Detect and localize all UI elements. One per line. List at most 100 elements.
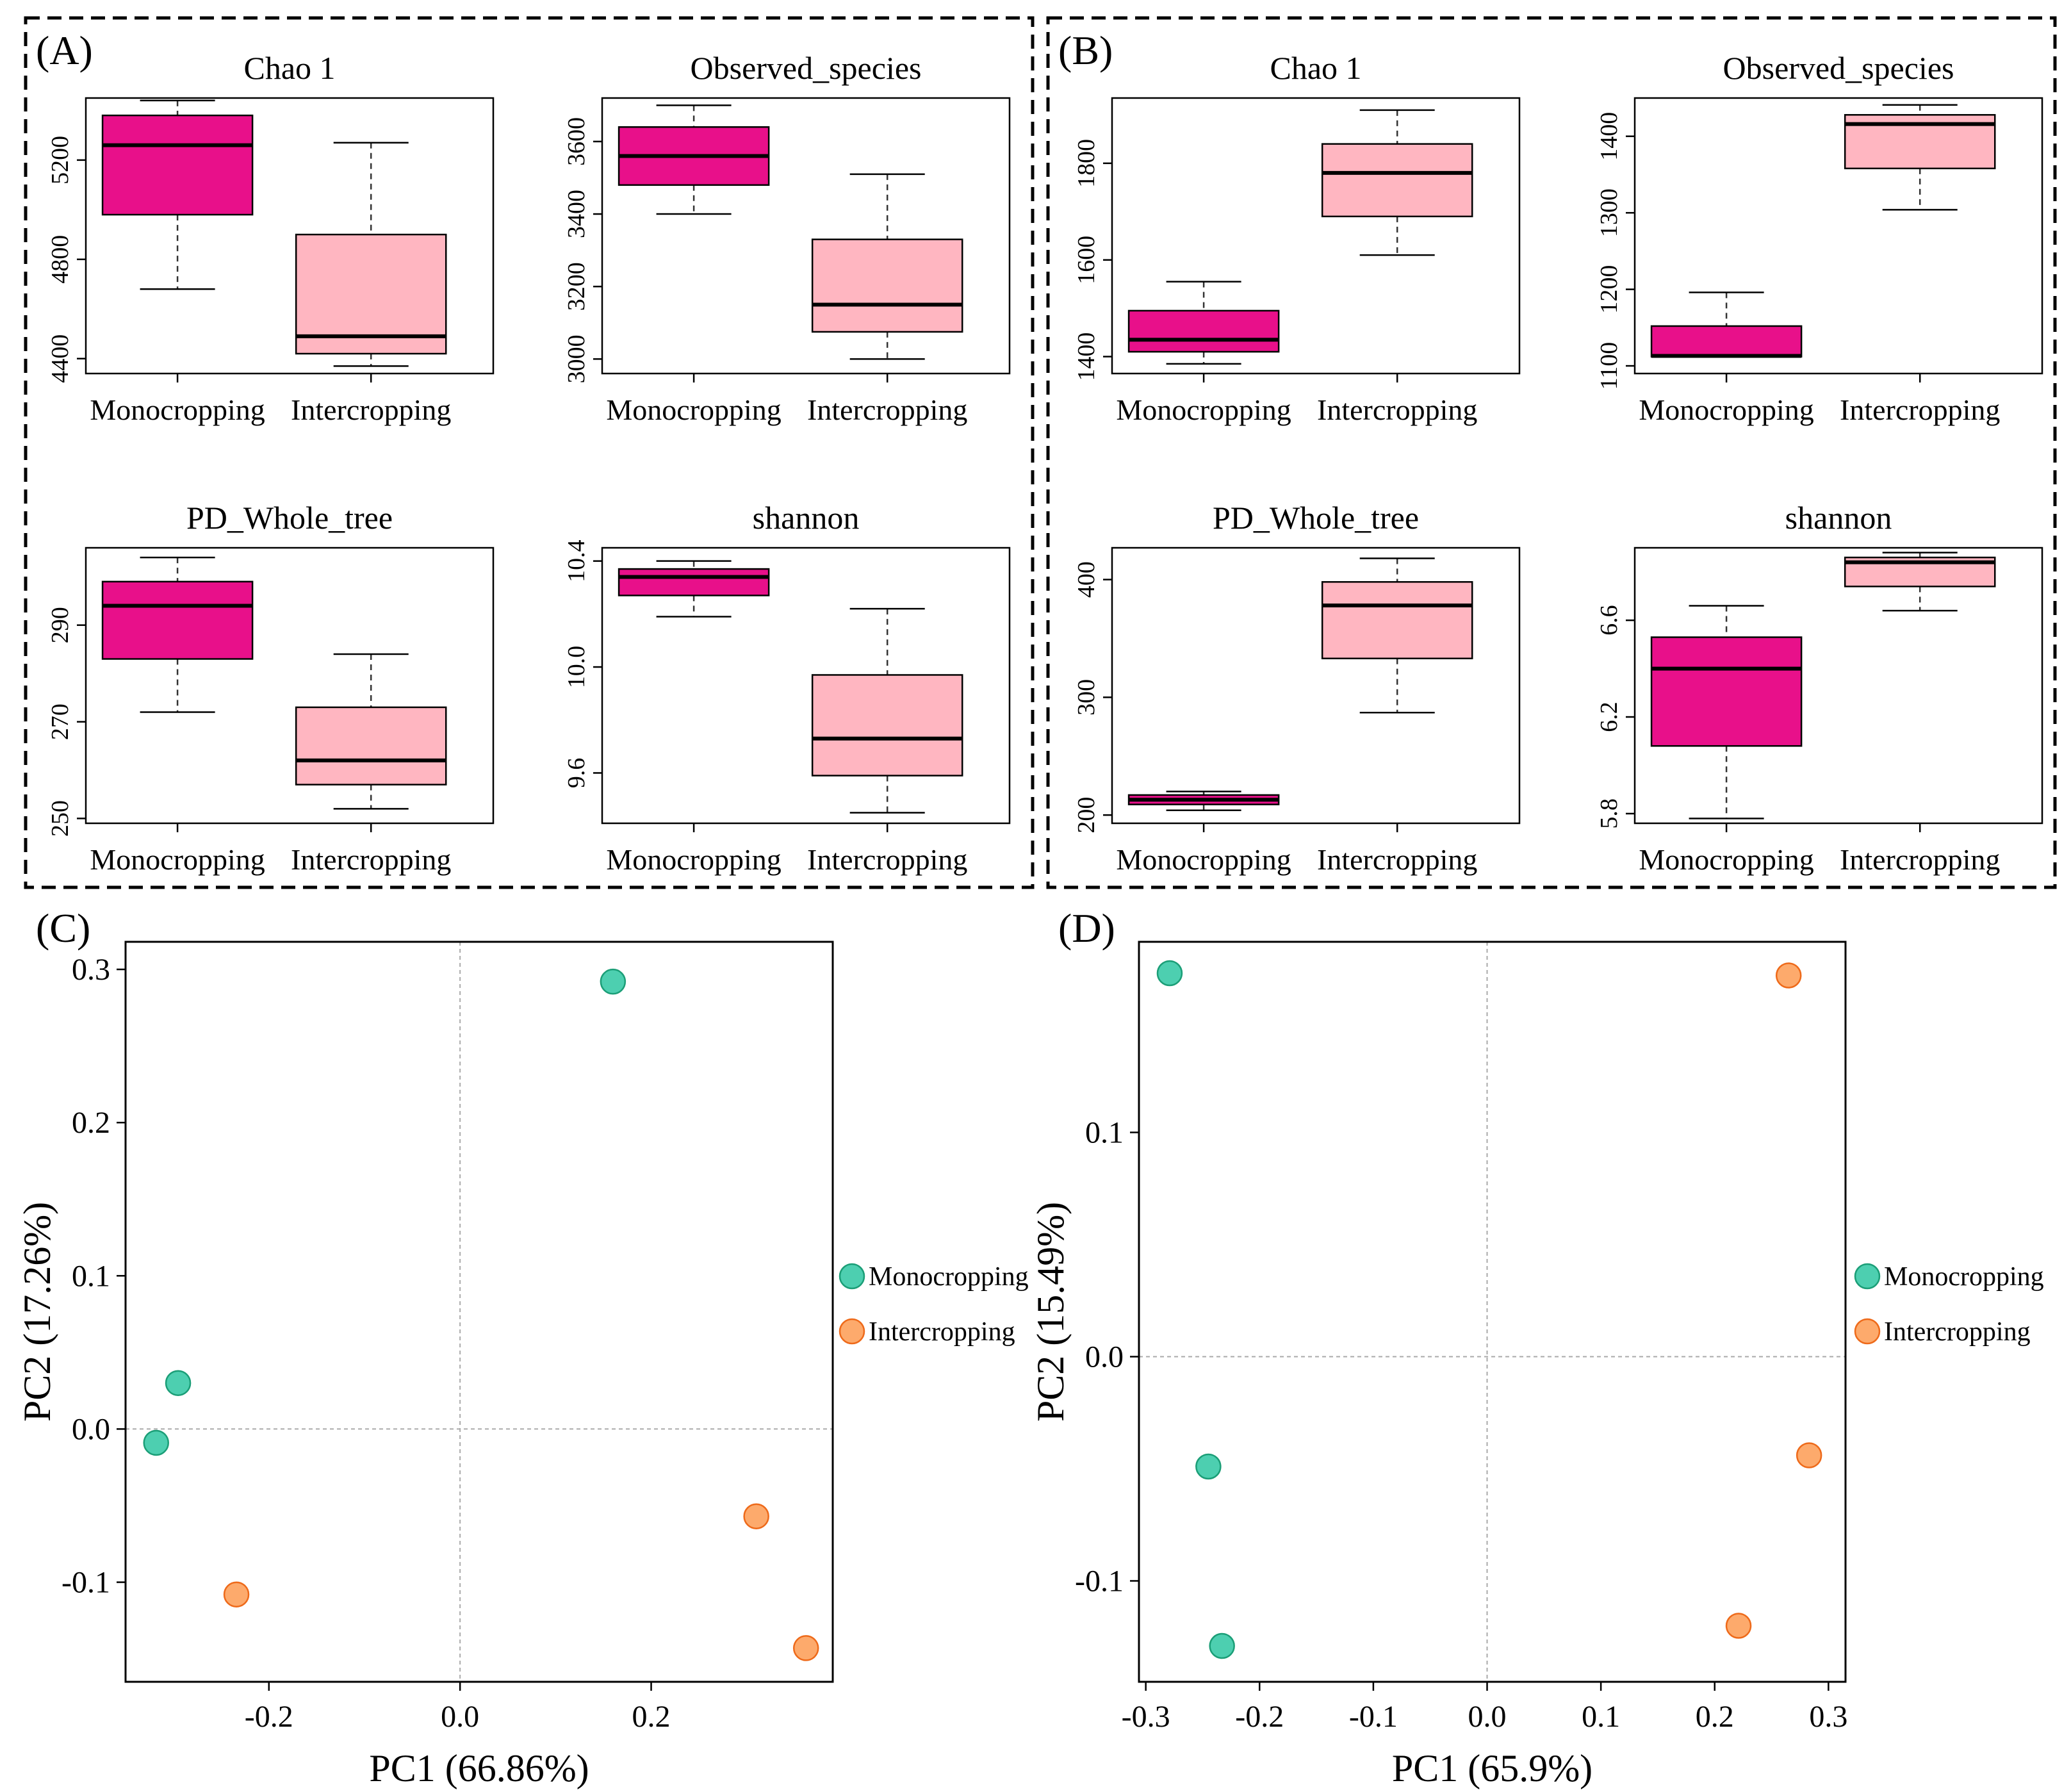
y-tick-label: 1400 (1073, 333, 1100, 381)
box-monocropping (101, 99, 254, 290)
iqr-box (1321, 581, 1473, 659)
legend-marker-monocropping (1854, 1263, 1881, 1290)
boxplot-a-3: PD_Whole_tree Monocropping Intercropping 25… (47, 500, 495, 876)
x-tick-label: -0.2 (245, 1700, 293, 1734)
y-tick-label: 4800 (47, 235, 74, 284)
y-tick-label: 5.8 (1596, 798, 1623, 829)
boxplot-a-2: Observed_species Monocropping Intercroppin… (563, 50, 1011, 426)
x-tick-label: Monocropping (1639, 393, 1813, 426)
legend-label-monocropping: Monocropping (1884, 1262, 2044, 1292)
series-intercropping (1725, 962, 1822, 1639)
y-tick-label: 0.1 (72, 1259, 110, 1293)
data-point (1775, 962, 1802, 989)
x-axis-title: PC1 (66.86%) (369, 1747, 589, 1789)
y-tick-label: 3600 (563, 117, 590, 166)
plot-frame (1138, 941, 1847, 1683)
y-tick-label: 3200 (563, 262, 590, 311)
iqr-box (1321, 143, 1473, 218)
x-tick-label: Monocropping (606, 843, 781, 876)
box-intercropping (1844, 104, 1996, 211)
box-intercropping (1321, 109, 1473, 256)
iqr-box (101, 580, 254, 660)
legend-label-intercropping: Intercropping (869, 1317, 1015, 1347)
iqr-box (295, 233, 447, 355)
series-monocropping (1156, 960, 1235, 1659)
box-intercropping (811, 607, 963, 814)
x-tick-label: 0.0 (1468, 1700, 1507, 1734)
box-monocropping (1650, 292, 1803, 358)
boxplot-b-1: Chao 1 Monocropping Intercropping 1400 1600 1… (1073, 50, 1521, 426)
y-tick-label: 200 (1073, 797, 1100, 834)
boxplot-a-4: shannon Monocropping Intercropping 9.6 10.0 1… (563, 500, 1011, 876)
plot-frame (85, 97, 495, 375)
box-monocropping (1650, 605, 1803, 819)
y-tick-label: 6.6 (1596, 605, 1623, 636)
legend: Monocropping Intercropping (839, 1262, 1029, 1347)
x-tick-label: Intercropping (1317, 843, 1477, 876)
x-tick-label: Intercropping (807, 843, 967, 876)
plot-frame (85, 547, 495, 825)
box-intercropping (295, 653, 447, 810)
box-monocropping (1127, 791, 1280, 812)
data-point (1725, 1613, 1752, 1639)
panel-b-label: (B) (1058, 28, 1113, 73)
plot-frame (1111, 547, 1521, 825)
y-tick-label: 1800 (1073, 139, 1100, 188)
y-tick-label: 0.0 (72, 1412, 110, 1446)
plot-frame (124, 941, 834, 1683)
y-axis-title: PC2 (15.49%) (1029, 1202, 1072, 1422)
y-tick-label: 3400 (563, 190, 590, 238)
x-tick-label: -0.1 (1349, 1700, 1398, 1734)
x-axis-title: PC1 (65.9%) (1392, 1747, 1592, 1789)
x-tick-label: 0.1 (1582, 1700, 1620, 1734)
y-tick-label: 1300 (1596, 188, 1623, 237)
panel-b-frame (1046, 16, 2057, 889)
legend-marker-intercropping (1854, 1318, 1881, 1345)
legend: Monocropping Intercropping (1854, 1262, 2044, 1347)
series-intercropping (223, 1503, 819, 1661)
plot-title: shannon (1785, 500, 1892, 536)
y-tick-label: 0.0 (1085, 1340, 1124, 1374)
plot-title: Observed_species (691, 50, 922, 86)
plot-frame (601, 547, 1011, 825)
box-intercropping (1844, 552, 1996, 612)
x-tick-label: Monocropping (606, 393, 781, 426)
y-tick-label: 5200 (47, 136, 74, 185)
boxplot-b-4: shannon Monocropping Intercropping 5.8 6.2 6.… (1596, 500, 2043, 876)
y-tick-label: 300 (1073, 679, 1100, 716)
iqr-box (295, 706, 447, 785)
box-monocropping (1127, 281, 1280, 365)
data-point (1796, 1442, 1822, 1468)
y-tick-label: 250 (47, 800, 74, 837)
y-tick-label: 9.6 (563, 758, 590, 789)
panel-a-label: (A) (36, 28, 93, 73)
x-tick-label: Monocropping (1116, 393, 1291, 426)
plot-title: shannon (753, 500, 860, 536)
y-tick-label: 3000 (563, 334, 590, 383)
y-tick-label: 10.4 (563, 539, 590, 582)
charts-layer: Chao 1 Monocropping Intercropping 4400 4800 5… (16, 50, 2044, 1789)
plot-title: PD_Whole_tree (186, 500, 393, 536)
plot-frame (1111, 97, 1521, 375)
iqr-box (1127, 309, 1280, 353)
y-tick-label: -0.1 (61, 1566, 110, 1600)
x-tick-label: Intercropping (1317, 393, 1477, 426)
boxplot-b-2: Observed_species Monocropping Intercroppin… (1596, 50, 2043, 426)
pcoa-plot-c: -0.2 0.0 0.2 -0.1 0.0 0.1 0.2 0.3 PC1 (66.86%) PC… (16, 941, 1029, 1789)
legend-label-intercropping: Intercropping (1884, 1317, 2031, 1347)
data-point (1195, 1453, 1222, 1480)
y-tick-label: 4400 (47, 334, 74, 383)
iqr-box (618, 568, 770, 596)
x-tick-label: Monocropping (1116, 843, 1291, 876)
x-tick-label: Monocropping (90, 393, 265, 426)
pcoa-plot-d: -0.3 -0.2 -0.1 0.0 0.1 0.2 0.3 -0.1 0.0 0.1 PC1 (6… (1029, 941, 2044, 1789)
data-point (792, 1635, 819, 1661)
boxplot-b-3: PD_Whole_tree Monocropping Intercropping 20… (1073, 500, 1521, 876)
x-tick-label: -0.2 (1235, 1700, 1284, 1734)
data-point (600, 968, 626, 995)
x-tick-label: 0.3 (1809, 1700, 1847, 1734)
box-monocropping (618, 560, 770, 618)
plot-frame (1633, 97, 2043, 375)
plot-frame (1633, 547, 2043, 825)
x-tick-label: Intercropping (291, 843, 451, 876)
